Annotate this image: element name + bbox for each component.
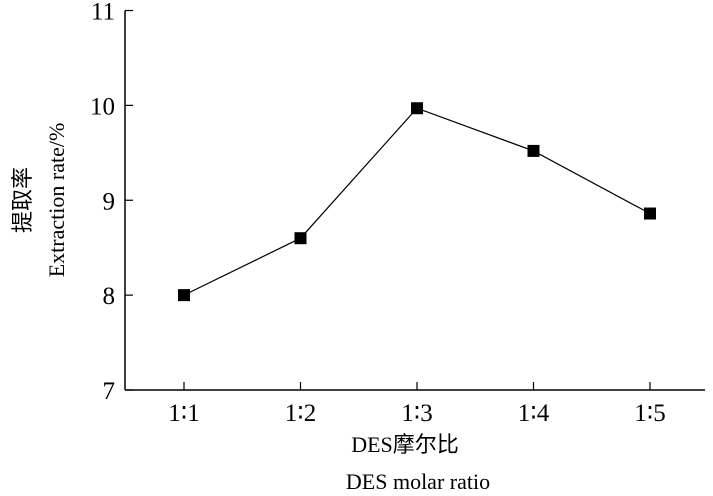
x-axis-title-en: DES molar ratio [346,469,490,494]
series-line [183,107,651,296]
axes: 7 8 9 10 11 1∶1 1∶2 1∶3 1∶4 1∶5 [90,0,705,427]
x-tick-label: 1∶4 [518,400,550,427]
y-tick-label: 7 [103,378,116,405]
y-axis-title-en: Extraction rate/% [44,123,69,278]
y-tick-label: 10 [90,93,115,120]
x-tick-label: 1∶1 [168,400,200,427]
y-tick-label: 11 [91,0,115,26]
y-tick-label: 8 [103,283,116,310]
x-tick-label: 1∶2 [285,400,317,427]
data-point-marker [178,289,190,302]
data-point-marker [527,144,540,157]
y-tick-label: 9 [103,188,116,215]
x-tick-label: 1∶3 [401,400,433,427]
data-point-marker [294,232,307,245]
data-point-marker [411,102,423,115]
x-tick-label: 1∶5 [634,400,666,427]
data-point-marker [644,207,656,220]
x-axis-title: DES摩尔比 [351,432,459,457]
series-extraction-rate [178,102,656,302]
y-axis-title: 提取率 [10,167,35,233]
